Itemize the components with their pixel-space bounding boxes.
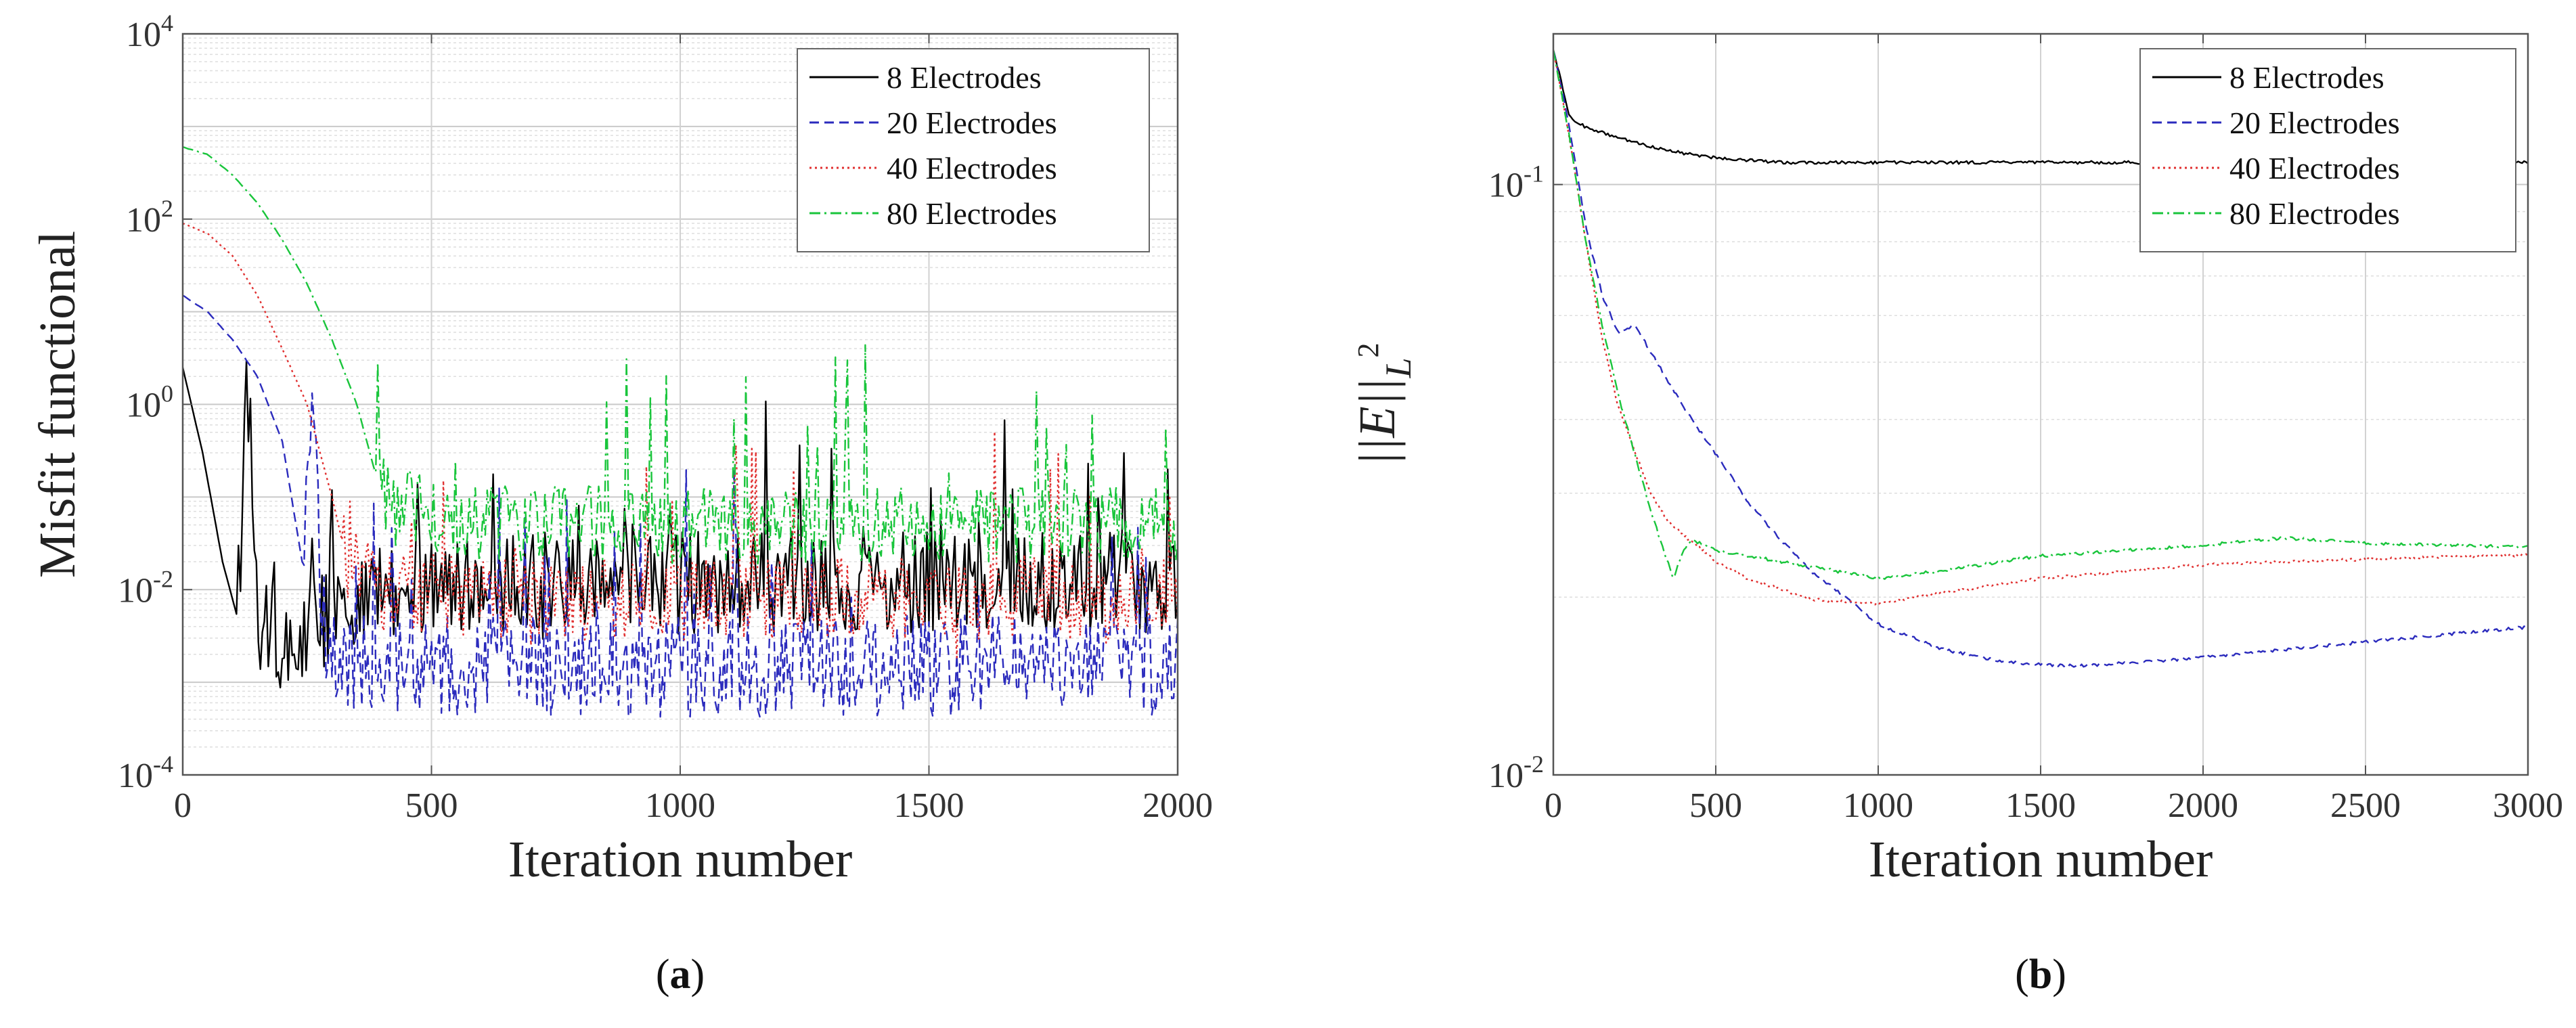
x-tick-label: 3000 xyxy=(2493,786,2563,825)
legend-box xyxy=(2139,48,2516,252)
legend-label-4: 80 Electrodes xyxy=(887,196,1057,231)
series-line-1 xyxy=(183,359,1178,689)
x-tick-label: 0 xyxy=(174,786,192,825)
tick-marks xyxy=(182,33,1178,776)
series-line-4 xyxy=(1553,49,2528,581)
x-tick-label: 2000 xyxy=(1142,786,1213,825)
y-tick-label: 10-2 xyxy=(118,565,173,610)
x-tick-label: 1500 xyxy=(894,786,964,825)
x-tick-label: 1000 xyxy=(1843,786,1913,825)
chart-b: 0 500 1000 1500 2000 2500 3000 10-2 10-1 Iteratio… xyxy=(1349,32,2563,998)
legend-label-3: 40 Electrodes xyxy=(887,151,1057,185)
y-axis-label: ||E||L2 xyxy=(1349,342,1419,466)
x-tick-label: 500 xyxy=(1689,786,1742,825)
x-tick-label: 500 xyxy=(405,786,458,825)
y-tick-label: 102 xyxy=(126,195,173,240)
legend: 8 Electrodes 20 Electrodes 40 Electrodes 80… xyxy=(2139,48,2516,252)
y-tick-label: 104 xyxy=(126,9,173,54)
series-line-2 xyxy=(1553,49,2528,668)
y-tick-label: 100 xyxy=(126,380,173,425)
y-tick-label: 10-2 xyxy=(1488,751,1544,795)
legend-box xyxy=(797,48,1150,252)
legend-label-1: 8 Electrodes xyxy=(2229,60,2384,95)
legend: 8 Electrodes 20 Electrodes 40 Electrodes 80… xyxy=(797,48,1150,252)
y-tick-label: 10-4 xyxy=(118,751,173,795)
panel-caption: (b) xyxy=(2015,952,2066,998)
x-axis-label: Iteration number xyxy=(508,831,853,888)
legend-label-3: 40 Electrodes xyxy=(2229,151,2400,185)
y-axis-label: Misfit functional xyxy=(29,231,86,578)
panel-caption: (a) xyxy=(656,952,705,998)
series-line-3 xyxy=(183,222,1178,658)
chart-a: 0 500 1000 1500 2000 10-4 10-2 100 102 104 Iterati… xyxy=(29,9,1213,998)
legend-label-1: 8 Electrodes xyxy=(887,60,1042,95)
series-line-4 xyxy=(183,146,1178,565)
y-tick-label: 10-1 xyxy=(1488,160,1544,205)
chart-panel-a: 0 500 1000 1500 2000 10-4 10-2 100 102 104 Iterati… xyxy=(0,0,1286,1028)
x-tick-label: 2500 xyxy=(2330,786,2401,825)
x-tick-label: 1500 xyxy=(2005,786,2076,825)
series-line-2 xyxy=(183,294,1178,718)
tick-marks xyxy=(1553,34,2529,776)
plot-area xyxy=(183,146,1178,718)
legend-label-2: 20 Electrodes xyxy=(887,106,1057,140)
legend-label-4: 80 Electrodes xyxy=(2229,196,2400,231)
x-tick-label: 2000 xyxy=(2168,786,2238,825)
legend-label-2: 20 Electrodes xyxy=(2229,106,2400,140)
x-tick-label: 0 xyxy=(1545,786,1562,825)
x-axis-label: Iteration number xyxy=(1869,831,2213,888)
x-tick-label: 1000 xyxy=(645,786,715,825)
chart-panel-b: 0 500 1000 1500 2000 2500 3000 10-2 10-1 Iteratio… xyxy=(1286,0,2576,1028)
